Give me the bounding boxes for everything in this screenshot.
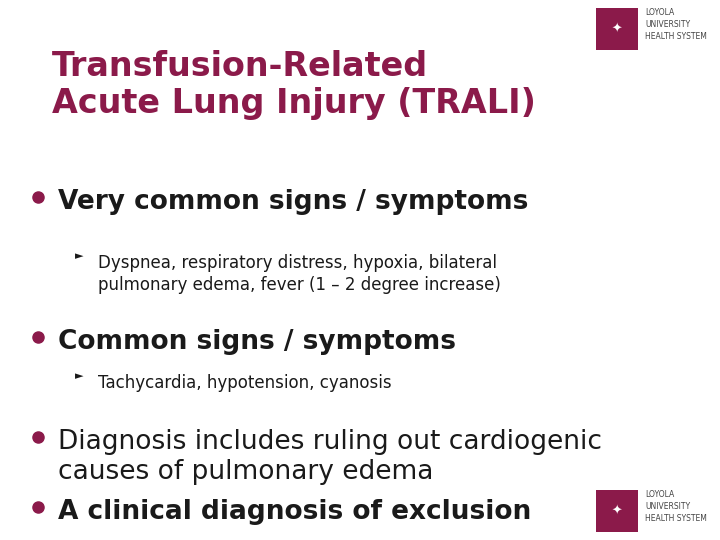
Text: ►: ► <box>75 371 84 381</box>
Text: Transfusion-Related
Acute Lung Injury (TRALI): Transfusion-Related Acute Lung Injury (T… <box>52 50 536 120</box>
Text: LOYOLA
UNIVERSITY
HEALTH SYSTEM: LOYOLA UNIVERSITY HEALTH SYSTEM <box>645 8 707 40</box>
Text: ✦: ✦ <box>612 504 622 517</box>
FancyBboxPatch shape <box>596 8 638 50</box>
Text: Diagnosis includes ruling out cardiogenic
causes of pulmonary edema: Diagnosis includes ruling out cardiogeni… <box>58 429 602 485</box>
Text: A clinical diagnosis of exclusion: A clinical diagnosis of exclusion <box>58 499 531 525</box>
Text: Tachycardia, hypotension, cyanosis: Tachycardia, hypotension, cyanosis <box>98 374 392 392</box>
Text: Dyspnea, respiratory distress, hypoxia, bilateral
pulmonary edema, fever (1 – 2 : Dyspnea, respiratory distress, hypoxia, … <box>98 254 501 294</box>
Text: LOYOLA
UNIVERSITY
HEALTH SYSTEM: LOYOLA UNIVERSITY HEALTH SYSTEM <box>645 490 707 523</box>
Text: ✦: ✦ <box>612 23 622 36</box>
Text: Very common signs / symptoms: Very common signs / symptoms <box>58 189 528 215</box>
Text: ►: ► <box>75 251 84 261</box>
Text: Common signs / symptoms: Common signs / symptoms <box>58 329 456 355</box>
FancyBboxPatch shape <box>596 490 638 532</box>
